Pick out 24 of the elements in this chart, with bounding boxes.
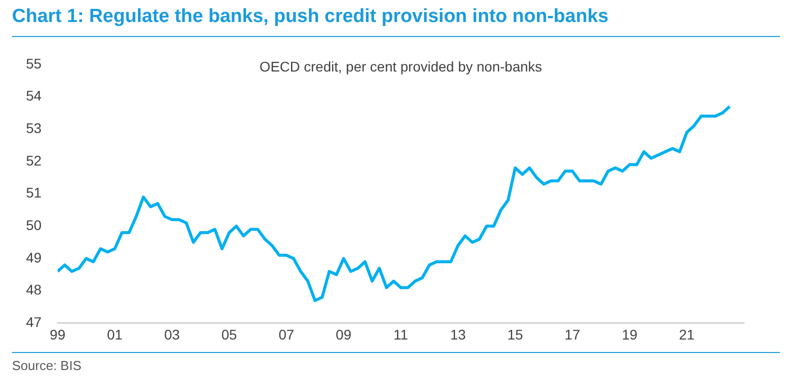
x-tick-label: 99 xyxy=(50,326,66,342)
x-tick-label: 11 xyxy=(394,326,408,342)
x-tick-label: 21 xyxy=(679,326,695,342)
x-tick-label: 01 xyxy=(106,326,123,342)
x-tick-label: 05 xyxy=(221,326,238,342)
y-tick-label: 49 xyxy=(26,249,42,266)
y-tick-label: 51 xyxy=(26,184,42,201)
source-note: Source: BIS xyxy=(12,358,82,373)
chart-subtitle: OECD credit, per cent provided by non-banks xyxy=(260,58,542,74)
chart-title: Chart 1: Regulate the banks, push credit provision into non-banks xyxy=(12,6,608,28)
x-tick-label: 15 xyxy=(507,326,524,342)
y-tick-label: 50 xyxy=(26,217,42,234)
y-tick-label: 53 xyxy=(26,120,42,136)
y-tick-label: 47 xyxy=(26,314,42,330)
x-tick-label: 07 xyxy=(278,326,294,342)
x-tick-label: 09 xyxy=(336,326,352,342)
x-tick-label: 13 xyxy=(450,326,466,342)
y-tick-label: 52 xyxy=(26,152,42,168)
y-tick-label: 55 xyxy=(26,55,42,72)
y-tick-label: 48 xyxy=(26,282,42,298)
x-tick-label: 19 xyxy=(622,326,638,342)
x-tick-label: 17 xyxy=(564,326,580,342)
x-tick-label: 03 xyxy=(164,326,180,342)
y-tick-label: 54 xyxy=(26,88,42,104)
